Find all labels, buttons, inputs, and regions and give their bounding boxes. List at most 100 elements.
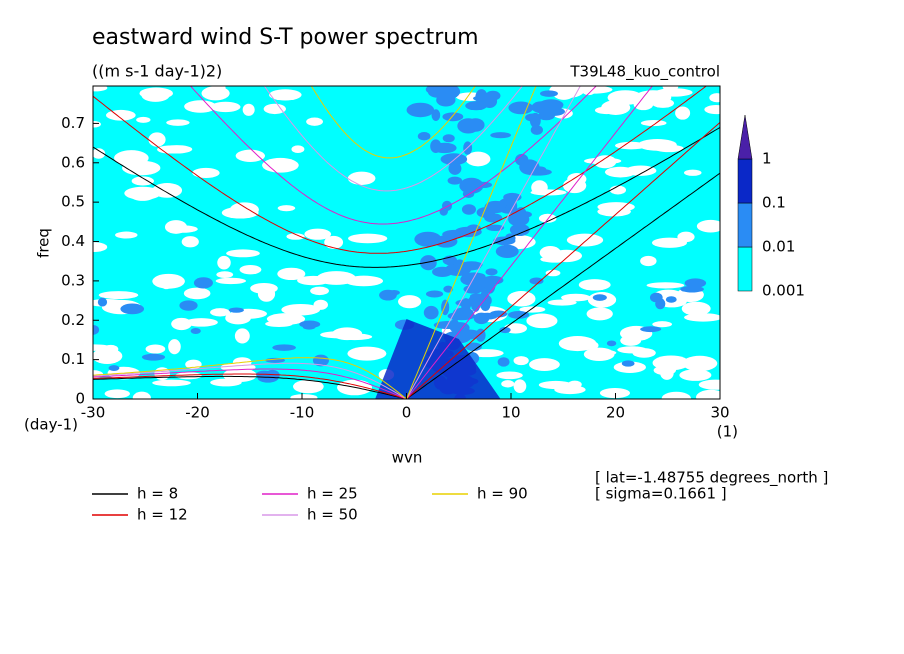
contour-fill <box>98 291 139 300</box>
contour-fill <box>547 299 577 306</box>
contour-fill <box>684 169 702 176</box>
contour-fill <box>526 313 558 329</box>
contour-fill <box>541 107 565 116</box>
contour-fill <box>439 86 461 99</box>
contour-fill <box>567 380 582 389</box>
contour-fill <box>484 200 507 214</box>
contour-fill <box>398 295 422 309</box>
contour-fill <box>141 89 170 102</box>
contour-fill <box>179 300 198 311</box>
contour-fill <box>348 233 388 244</box>
contour-fill <box>684 278 707 288</box>
contour-fill <box>679 369 712 381</box>
contour-fill <box>104 389 130 399</box>
contour-fill <box>640 326 662 333</box>
contour-fill <box>513 379 527 393</box>
contour-fill <box>496 371 523 380</box>
contour-fill <box>651 237 688 248</box>
contour-fill <box>465 182 476 193</box>
contour-fill <box>152 183 183 198</box>
x-tick-label: 10 <box>501 404 520 422</box>
dispersion-curve <box>406 122 720 399</box>
contour-fill <box>347 171 376 185</box>
contour-fill <box>529 277 544 285</box>
contour-fill <box>609 185 627 195</box>
contour-fill <box>586 307 613 321</box>
dispersion-curve <box>93 126 720 268</box>
contour-fill <box>578 279 611 291</box>
contour-fill <box>704 104 720 115</box>
contour-fill <box>210 378 242 387</box>
contour-fill <box>665 296 677 303</box>
chart-title: eastward wind S-T power spectrum <box>92 25 479 50</box>
contour-fill <box>653 144 684 153</box>
contour-fill <box>684 313 720 322</box>
contour-fill <box>97 297 108 307</box>
contour-fill <box>222 368 257 383</box>
contour-fill <box>508 311 530 319</box>
contour-fill <box>347 346 387 361</box>
dispersion-curve <box>93 373 407 399</box>
contour-fill <box>234 328 250 344</box>
run-label: T39L48_kuo_control <box>569 63 720 82</box>
contour-fill <box>272 344 296 351</box>
contour-fill <box>423 305 439 320</box>
contour-fill <box>621 360 635 367</box>
contour-fill <box>268 89 302 101</box>
contour-fill <box>606 340 617 347</box>
contour-fill <box>103 344 119 354</box>
contour-fill <box>538 213 557 223</box>
contour-fill <box>265 320 293 328</box>
colorbar-extend <box>737 114 753 160</box>
contour-fill <box>696 389 720 399</box>
contour-fill <box>190 327 201 334</box>
colorbar-box <box>737 158 753 204</box>
contour-fill <box>432 266 453 278</box>
x-tick-label: 20 <box>606 404 625 422</box>
contour-fill <box>152 379 191 387</box>
colorbar-label: 0.1 <box>762 194 786 212</box>
contour-fill <box>465 101 488 111</box>
legend-label: h = 90 <box>477 485 528 503</box>
colorbar-label: 0.001 <box>762 282 805 300</box>
dispersion-curve <box>93 368 407 399</box>
y-tick-label: 0.6 <box>61 153 85 171</box>
contour-fill <box>617 346 647 354</box>
dispersion-curve <box>189 86 597 225</box>
contour-fill <box>442 134 455 143</box>
contour-fill <box>164 220 188 234</box>
contour-fill <box>228 307 244 313</box>
contour-fill <box>661 391 692 399</box>
contour-fill <box>457 329 473 341</box>
contour-fill <box>583 157 622 165</box>
contour-fill <box>212 86 226 95</box>
contour-fill <box>108 365 120 371</box>
contour-fill <box>152 273 185 289</box>
contour-fill <box>262 157 299 173</box>
contour-fill <box>175 372 202 380</box>
contour-fill <box>581 86 597 96</box>
x-axis-label: wvn <box>392 449 423 467</box>
contour-fill <box>290 394 318 399</box>
contour-fill <box>613 361 646 373</box>
contour-fill <box>286 233 305 240</box>
contour-fill <box>131 192 154 201</box>
contour-fill <box>406 102 435 118</box>
contour-field <box>93 86 720 399</box>
contour-fill <box>501 380 515 388</box>
x-tick-label: 30 <box>710 404 729 422</box>
contour-fill <box>461 204 476 215</box>
contour-fill <box>166 119 190 126</box>
colorbar-label: 1 <box>762 150 772 168</box>
contour-fill <box>533 166 547 173</box>
y-axis-label: freq <box>35 228 53 258</box>
y-tick-label: 0.3 <box>61 271 85 289</box>
contour-fill <box>184 100 217 113</box>
contour-fill <box>447 176 463 185</box>
contour-fill <box>443 285 454 293</box>
legend-label: h = 12 <box>137 506 188 524</box>
y-tick-label: 0.4 <box>61 232 85 250</box>
contour-fill <box>184 318 218 327</box>
y-tick-label: 0 <box>75 390 85 408</box>
contour-fill <box>450 318 459 331</box>
